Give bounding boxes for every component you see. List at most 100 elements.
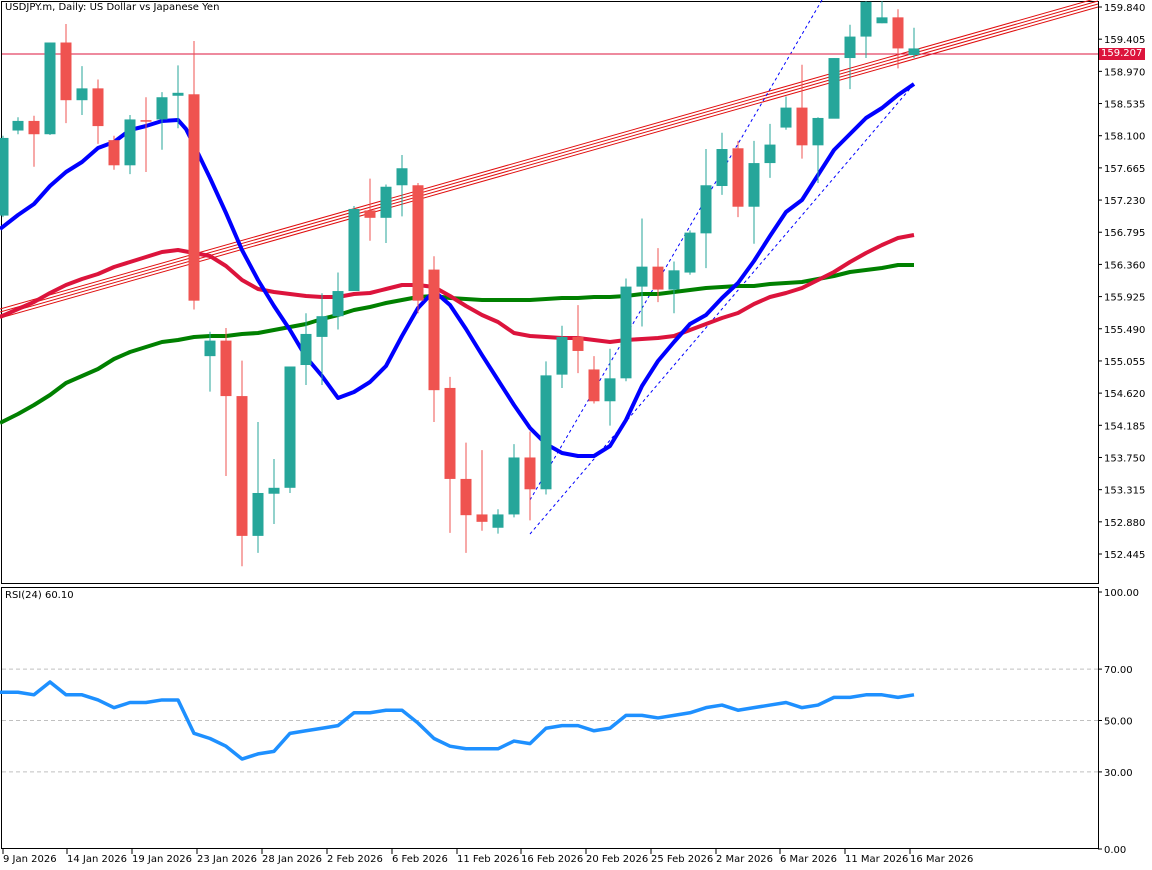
candle xyxy=(428,256,440,422)
price-tick-label: 153.750 xyxy=(1104,453,1145,464)
price-tick-label: 155.490 xyxy=(1104,325,1145,336)
rsi-title: RSI(24) 60.10 xyxy=(5,590,74,601)
candle xyxy=(508,444,520,518)
candle xyxy=(140,97,152,172)
candle xyxy=(412,183,424,314)
candle xyxy=(460,442,472,553)
candle xyxy=(444,376,456,533)
rsi-tick-label: 30.00 xyxy=(1104,768,1133,779)
candle xyxy=(332,272,344,330)
candle xyxy=(764,123,776,178)
candle xyxy=(156,92,168,150)
candle xyxy=(12,117,24,135)
candle xyxy=(780,96,792,130)
price-tick-label: 155.925 xyxy=(1104,293,1145,304)
candle xyxy=(636,218,648,327)
time-tick-label: 23 Jan 2026 xyxy=(197,854,257,865)
candle xyxy=(92,79,104,144)
time-tick-label: 6 Mar 2026 xyxy=(780,854,837,865)
candle xyxy=(812,117,824,184)
candlesticks xyxy=(0,1,920,567)
candle xyxy=(572,305,584,374)
candle xyxy=(380,184,392,243)
candle xyxy=(188,41,200,310)
price-tick-label: 154.185 xyxy=(1104,421,1145,432)
price-axis: 159.840 159.405 158.970 158.535 158.100 157.6… xyxy=(1098,3,1145,561)
candle xyxy=(28,115,40,167)
time-tick-label: 28 Jan 2026 xyxy=(262,854,322,865)
trend-channel-lines[interactable] xyxy=(0,0,1099,319)
candle xyxy=(492,509,504,534)
candle xyxy=(652,248,664,303)
time-tick-label: 9 Jan 2026 xyxy=(3,854,57,865)
time-tick-label: 14 Jan 2026 xyxy=(67,854,127,865)
price-tick-label: 154.620 xyxy=(1104,389,1145,400)
candle xyxy=(540,361,552,495)
candle xyxy=(668,261,680,314)
candle xyxy=(268,458,280,525)
candle xyxy=(124,114,136,175)
candle xyxy=(604,348,616,426)
rsi-tick-label: 70.00 xyxy=(1104,665,1133,676)
candle xyxy=(732,140,744,218)
candle xyxy=(204,331,216,392)
rsi-tick-label: 50.00 xyxy=(1104,717,1133,728)
rsi-tick-label: 0.00 xyxy=(1104,845,1126,856)
time-tick-label: 16 Feb 2026 xyxy=(521,854,583,865)
current-price-tag: 159.207 xyxy=(1099,48,1145,60)
candle xyxy=(172,65,184,129)
rsi-line xyxy=(0,680,915,761)
candle xyxy=(108,135,120,170)
time-tick-label: 11 Mar 2026 xyxy=(845,854,908,865)
candle xyxy=(396,154,408,217)
candle xyxy=(844,24,856,90)
price-tick-label: 159.840 xyxy=(1104,3,1145,14)
candle xyxy=(252,421,264,553)
price-tick-label: 159.405 xyxy=(1104,35,1145,46)
time-tick-label: 20 Feb 2026 xyxy=(586,854,648,865)
candle xyxy=(316,293,328,385)
rsi-level-lines xyxy=(2,668,1098,773)
price-tick-label: 153.315 xyxy=(1104,486,1145,497)
candle xyxy=(684,230,696,275)
candle xyxy=(76,66,88,115)
price-tick-label: 158.100 xyxy=(1104,132,1145,143)
candle xyxy=(364,178,376,241)
candle xyxy=(476,450,488,531)
candle xyxy=(588,356,600,404)
candle xyxy=(0,135,9,218)
candle xyxy=(236,360,248,567)
candle xyxy=(284,366,296,493)
moving-averages xyxy=(0,82,916,458)
price-tick-label: 156.360 xyxy=(1104,260,1145,271)
dashed-trend-channel[interactable] xyxy=(529,0,915,535)
time-tick-label: 16 Mar 2026 xyxy=(910,854,973,865)
chart-title: USDJPY.m, Daily: US Dollar vs Japanese Y… xyxy=(5,2,220,13)
price-tick-label: 158.970 xyxy=(1104,67,1145,78)
candle xyxy=(524,431,536,521)
candle xyxy=(876,1,888,24)
price-tick-label: 152.445 xyxy=(1104,550,1145,561)
price-tick-label: 158.535 xyxy=(1104,100,1145,111)
candle xyxy=(892,9,904,69)
time-tick-label: 25 Feb 2026 xyxy=(651,854,713,865)
candle xyxy=(716,132,728,195)
time-tick-label: 2 Mar 2026 xyxy=(716,854,773,865)
candle xyxy=(556,325,568,388)
price-tick-label: 157.230 xyxy=(1104,196,1145,207)
candle xyxy=(300,313,312,385)
time-tick-label: 2 Feb 2026 xyxy=(327,854,383,865)
candle xyxy=(908,27,920,59)
time-tick-label: 6 Feb 2026 xyxy=(392,854,448,865)
candle xyxy=(748,140,760,244)
time-tick-label: 11 Feb 2026 xyxy=(457,854,519,865)
candle xyxy=(828,58,840,119)
time-tick-label: 19 Jan 2026 xyxy=(132,854,192,865)
candle xyxy=(700,149,712,269)
rsi-axis: 100.00 70.00 50.00 30.00 0.00 xyxy=(1098,588,1139,856)
frames xyxy=(1,1,1099,849)
price-tick-label: 152.880 xyxy=(1104,518,1145,529)
time-axis: 9 Jan 2026 14 Jan 2026 19 Jan 2026 23 Jan 2… xyxy=(2,849,973,865)
candle xyxy=(220,328,232,476)
